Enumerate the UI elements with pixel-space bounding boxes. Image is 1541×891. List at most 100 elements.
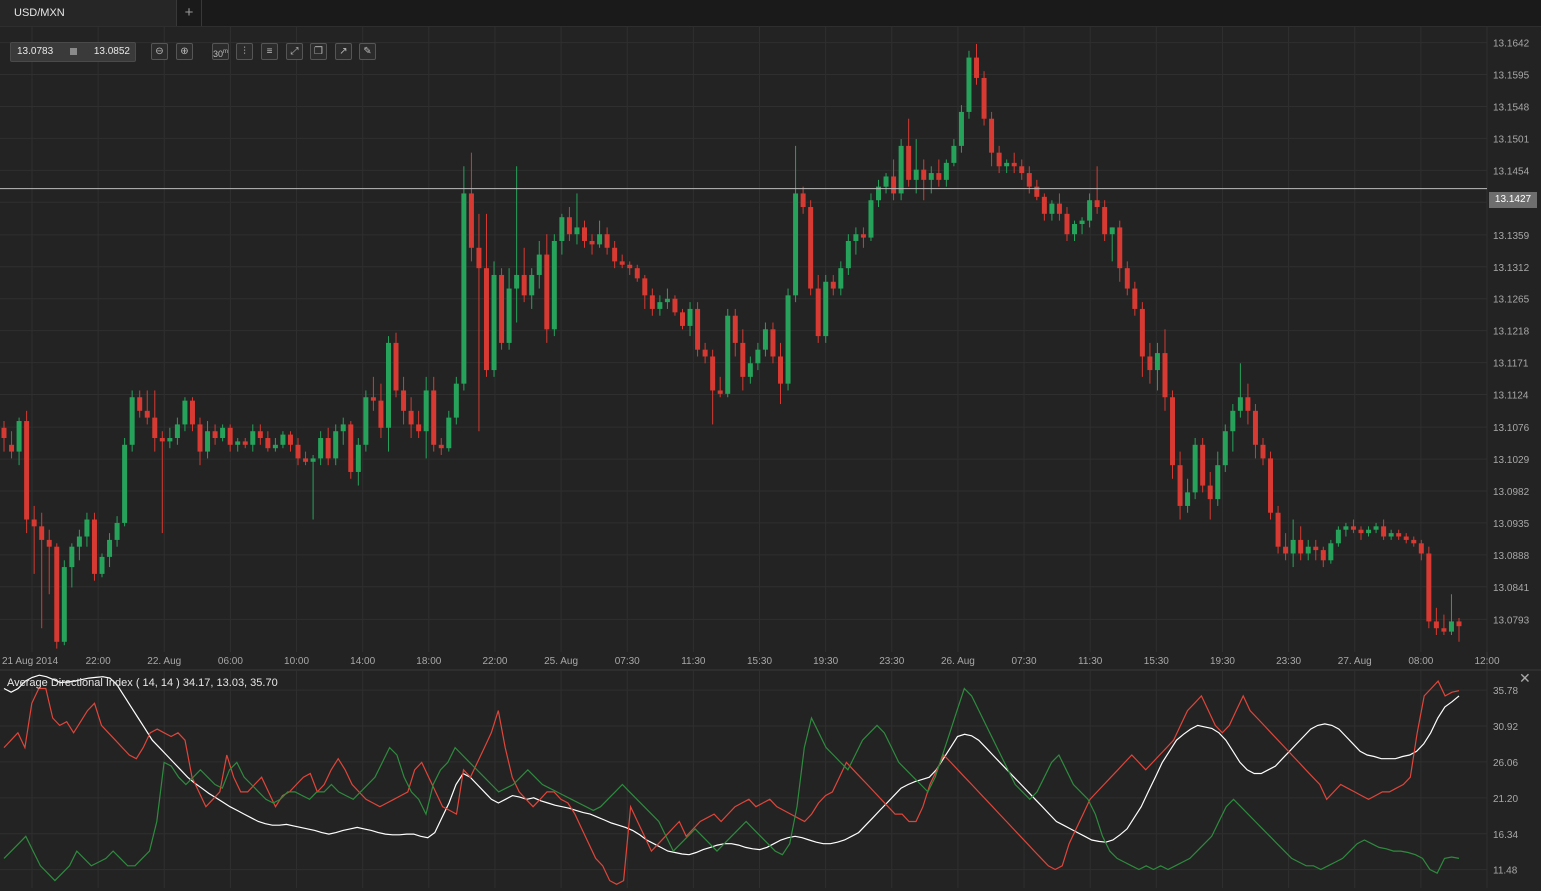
time-tick-label: 15:30 [1144, 656, 1169, 667]
chart-type-button[interactable]: ⫶ [236, 43, 253, 60]
indicators-button[interactable]: ≡ [261, 43, 278, 60]
copy-button[interactable]: ❐ [310, 43, 327, 60]
draw-tool-button[interactable]: ✎ [359, 43, 376, 60]
price-tick-label: 13.1454 [1493, 166, 1530, 177]
candle-body [1139, 308, 1145, 357]
time-tick-label: 23:30 [879, 656, 904, 667]
zoom-out-button[interactable]: ⊖ [151, 43, 168, 60]
sliders-icon: ≡ [266, 46, 273, 57]
indicator-tick-label: 21.20 [1493, 794, 1518, 805]
tab-bar: USD/MXN + [0, 0, 1541, 27]
candle-body [551, 240, 557, 330]
candle-body [1124, 268, 1130, 289]
time-tick-label: 21 Aug 2014 [2, 656, 59, 667]
candle-body [152, 417, 158, 439]
indicator-tick-label: 11.48 [1493, 866, 1518, 877]
candle-body [536, 254, 542, 275]
candle-body [9, 444, 15, 452]
candle-body [1019, 166, 1025, 174]
candle-body [1290, 539, 1296, 554]
current-price-tag: 13.1427 [1489, 192, 1537, 208]
candle-body [574, 227, 580, 235]
zoom-in-button[interactable]: ⊕ [176, 43, 193, 60]
candle-body [1132, 288, 1138, 309]
candle-body [370, 397, 376, 401]
candle-body [800, 193, 806, 208]
price-tick-label: 13.0793 [1493, 615, 1530, 626]
candle-body [1350, 526, 1356, 530]
candle-body [1087, 200, 1093, 221]
candle-body [943, 162, 949, 180]
price-tick-label: 13.0888 [1493, 551, 1530, 562]
close-indicator-icon[interactable]: ✕ [1519, 670, 1531, 686]
candle-body [1026, 173, 1032, 187]
expand-button[interactable]: ⤢ [286, 43, 303, 60]
candle-body [1328, 543, 1334, 561]
candle-body [340, 424, 346, 432]
candle-body [61, 567, 67, 642]
candle-body [1343, 526, 1349, 530]
tab-label: USD/MXN [14, 7, 65, 19]
candle-body [129, 397, 135, 445]
candle-body [446, 417, 452, 449]
bid-ask-box[interactable]: 13.0783 13.0852 [10, 42, 136, 62]
candle-body [227, 427, 233, 445]
ask-price: 13.0852 [93, 46, 130, 57]
candle-body [951, 145, 957, 163]
candle-body [1230, 410, 1236, 432]
candle-body [1, 427, 7, 439]
time-tick-label: 26. Aug [941, 656, 975, 667]
candle-body [1283, 546, 1289, 554]
add-tab-button[interactable]: + [177, 0, 202, 26]
candle-body [24, 421, 30, 520]
price-tick-label: 13.1642 [1493, 39, 1530, 50]
candle-body [1207, 485, 1213, 500]
price-tick-label: 13.1218 [1493, 327, 1530, 338]
candle-body [333, 431, 339, 459]
draw-line-button[interactable]: ↗ [335, 43, 352, 60]
price-tick-label: 13.1029 [1493, 455, 1530, 466]
candle-body [1335, 529, 1341, 544]
candle-body [928, 173, 934, 180]
candle-body [1252, 410, 1258, 445]
candle-body [318, 438, 324, 459]
indicator-pane-bg [0, 670, 1487, 888]
grid-lines [0, 27, 1541, 888]
candle-body [476, 247, 482, 269]
indicator-label: Average Directional Index ( 14, 14 ) 34.… [7, 677, 278, 689]
candle-body [883, 176, 889, 187]
time-tick-label: 11:30 [681, 656, 706, 667]
bid-price: 13.0783 [17, 46, 54, 57]
candle-body [363, 397, 369, 445]
expand-icon: ⤢ [290, 46, 299, 57]
candle-body [581, 227, 587, 241]
candle-body [401, 390, 407, 411]
candle-body [16, 421, 22, 452]
candle-body [838, 268, 844, 289]
candle-body [1268, 458, 1274, 513]
candle-body [1011, 162, 1017, 167]
timeframe-button[interactable]: 30m [212, 43, 229, 60]
candle-body [1102, 207, 1108, 235]
candle-body [793, 193, 799, 296]
candle-body [1162, 353, 1168, 398]
candle-body [860, 234, 866, 238]
tab-usd-mxn[interactable]: USD/MXN [0, 0, 177, 26]
candle-body [453, 383, 459, 418]
candle-body [212, 431, 218, 439]
candle-body [649, 295, 655, 309]
candle-body [755, 349, 761, 364]
time-tick-label: 19:30 [813, 656, 838, 667]
candle-body [189, 400, 195, 425]
indicator-line-adx [3, 674, 1460, 856]
candle-body [1117, 227, 1123, 269]
price-tick-label: 13.1359 [1493, 231, 1530, 242]
candle-body [936, 173, 942, 180]
candle-body [54, 546, 60, 642]
candle-body [1200, 444, 1206, 486]
time-tick-label: 06:00 [218, 656, 243, 667]
candle-body [1403, 536, 1409, 540]
price-tick-label: 13.1171 [1493, 359, 1529, 370]
zoom-in-icon: ⊕ [180, 46, 189, 57]
